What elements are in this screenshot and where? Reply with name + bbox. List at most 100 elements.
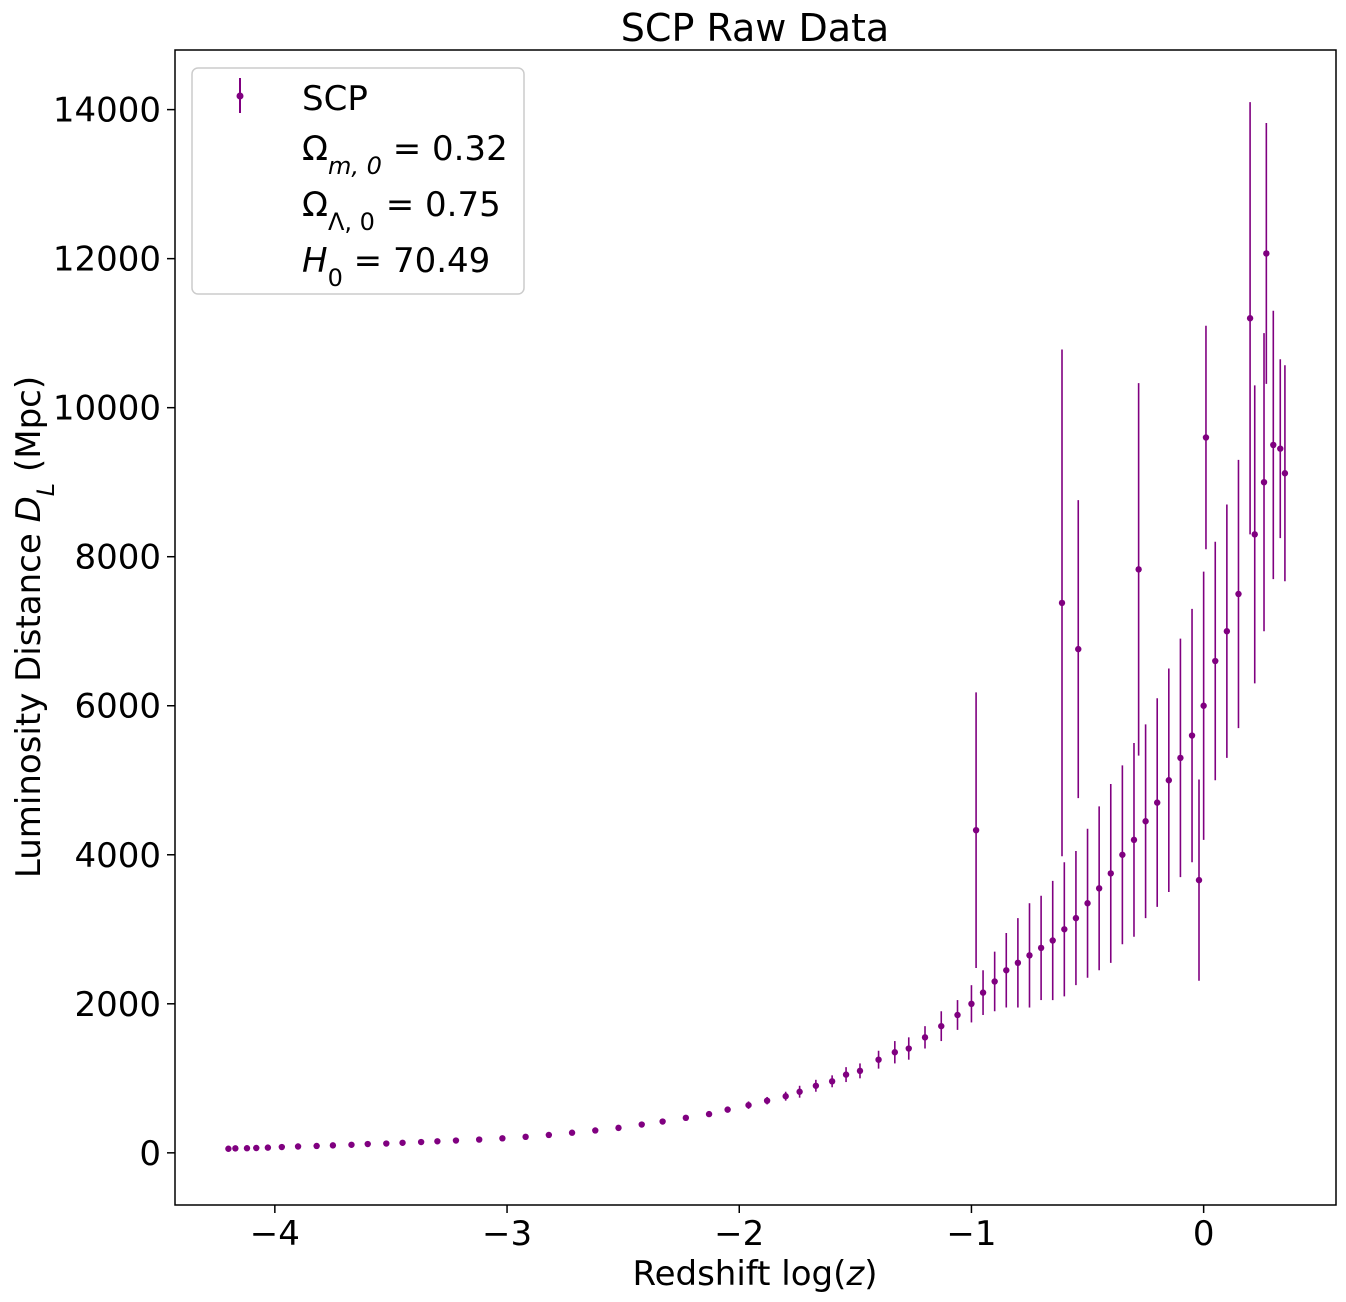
data-point bbox=[1177, 754, 1184, 762]
data-point bbox=[499, 1135, 506, 1142]
data-point bbox=[763, 1097, 771, 1104]
data-point bbox=[905, 1045, 912, 1052]
legend-omega-m: Ωm, 0 = 0.32 bbox=[302, 129, 508, 180]
data-point bbox=[875, 1056, 882, 1063]
data-point bbox=[253, 1144, 260, 1152]
data-point bbox=[417, 1138, 425, 1146]
legend-box bbox=[191, 67, 525, 295]
y-tick-label: 4000 bbox=[74, 836, 161, 876]
x-tick-label: −3 bbox=[482, 1214, 532, 1254]
x-axis-label: Redshift log(z) bbox=[632, 1254, 877, 1294]
data-point bbox=[243, 1145, 251, 1152]
y-axis-label: Luminosity Distance DL (Mpc) bbox=[9, 376, 60, 878]
data-point bbox=[1195, 876, 1203, 884]
data-point bbox=[329, 1142, 337, 1149]
x-tick-label: −2 bbox=[714, 1214, 764, 1254]
data-point bbox=[399, 1139, 406, 1146]
data-point bbox=[1223, 628, 1231, 635]
data-point bbox=[592, 1127, 599, 1134]
data-point bbox=[954, 1011, 961, 1019]
data-point bbox=[1095, 885, 1103, 892]
legend: SCP Ωm, 0 = 0.32 ΩΛ, 0 = 0.75 H0 = 70.49 bbox=[191, 67, 525, 295]
data-point bbox=[782, 1093, 789, 1100]
data-point bbox=[1281, 470, 1289, 477]
y-axis: 0 2000 4000 6000 8000 10000 12000 14000 bbox=[53, 91, 175, 1174]
data-point bbox=[1003, 967, 1010, 974]
data-point bbox=[1130, 836, 1138, 844]
y-tick-label: 6000 bbox=[74, 687, 161, 727]
legend-series-label: SCP bbox=[302, 79, 368, 119]
y-tick-label: 8000 bbox=[74, 538, 161, 578]
data-point bbox=[1037, 944, 1045, 952]
data-point bbox=[1165, 777, 1173, 784]
data-point bbox=[1263, 250, 1270, 257]
x-tick-label: 0 bbox=[1193, 1214, 1215, 1254]
data-point bbox=[682, 1114, 690, 1122]
data-point bbox=[1072, 914, 1080, 922]
data-point bbox=[1246, 315, 1254, 322]
data-point bbox=[856, 1067, 864, 1075]
data-marks bbox=[225, 102, 1289, 1152]
data-point bbox=[364, 1140, 371, 1148]
data-point bbox=[1049, 937, 1056, 944]
data-point bbox=[1075, 645, 1082, 653]
y-tick-label: 2000 bbox=[74, 985, 161, 1025]
legend-omega-lambda: ΩΛ, 0 = 0.75 bbox=[302, 185, 501, 236]
data-point bbox=[1277, 445, 1284, 452]
chart-title: SCP Raw Data bbox=[621, 6, 889, 50]
data-point bbox=[1260, 478, 1268, 486]
data-point bbox=[979, 989, 987, 996]
data-point bbox=[278, 1143, 286, 1151]
data-point bbox=[745, 1101, 752, 1109]
data-point bbox=[348, 1141, 355, 1148]
data-point bbox=[232, 1145, 239, 1152]
data-point bbox=[615, 1124, 622, 1132]
data-point bbox=[225, 1145, 232, 1152]
data-point bbox=[638, 1121, 645, 1128]
data-point bbox=[545, 1131, 553, 1139]
legend-marker-point bbox=[236, 92, 244, 100]
y-tick-label: 12000 bbox=[53, 240, 161, 280]
data-point bbox=[659, 1118, 666, 1125]
data-point bbox=[434, 1138, 441, 1145]
x-tick-label: −4 bbox=[250, 1214, 300, 1254]
data-point bbox=[991, 978, 998, 985]
data-point bbox=[968, 1000, 975, 1008]
data-point bbox=[796, 1088, 803, 1095]
data-point bbox=[1061, 926, 1068, 933]
data-point bbox=[1235, 590, 1242, 598]
data-point bbox=[313, 1142, 320, 1150]
data-point bbox=[891, 1049, 899, 1056]
data-point bbox=[1135, 566, 1142, 573]
legend-h0: H0 = 70.49 bbox=[302, 241, 490, 292]
data-point bbox=[475, 1136, 483, 1143]
y-tick-label: 0 bbox=[139, 1134, 161, 1174]
data-point bbox=[724, 1106, 731, 1113]
data-point bbox=[522, 1133, 529, 1141]
data-point bbox=[452, 1137, 460, 1144]
data-point bbox=[1200, 702, 1207, 709]
data-point bbox=[1251, 531, 1258, 538]
data-point bbox=[972, 826, 980, 834]
data-point bbox=[938, 1022, 945, 1030]
data-point bbox=[812, 1082, 820, 1089]
y-tick-label: 10000 bbox=[53, 389, 161, 429]
data-point bbox=[1026, 952, 1033, 959]
data-point bbox=[1119, 851, 1126, 858]
data-point bbox=[921, 1034, 929, 1041]
y-tick-label: 14000 bbox=[53, 91, 161, 131]
data-point bbox=[1084, 900, 1091, 907]
data-point bbox=[828, 1078, 836, 1085]
data-point bbox=[1058, 599, 1066, 607]
data-point bbox=[264, 1144, 272, 1151]
data-point bbox=[1107, 870, 1114, 877]
data-point bbox=[1188, 732, 1196, 739]
data-point bbox=[383, 1140, 390, 1147]
x-tick-label: −1 bbox=[946, 1214, 996, 1254]
data-point bbox=[294, 1143, 302, 1150]
data-point bbox=[842, 1071, 850, 1078]
data-point bbox=[1014, 959, 1022, 967]
data-point bbox=[1142, 818, 1149, 825]
data-point bbox=[705, 1110, 713, 1118]
